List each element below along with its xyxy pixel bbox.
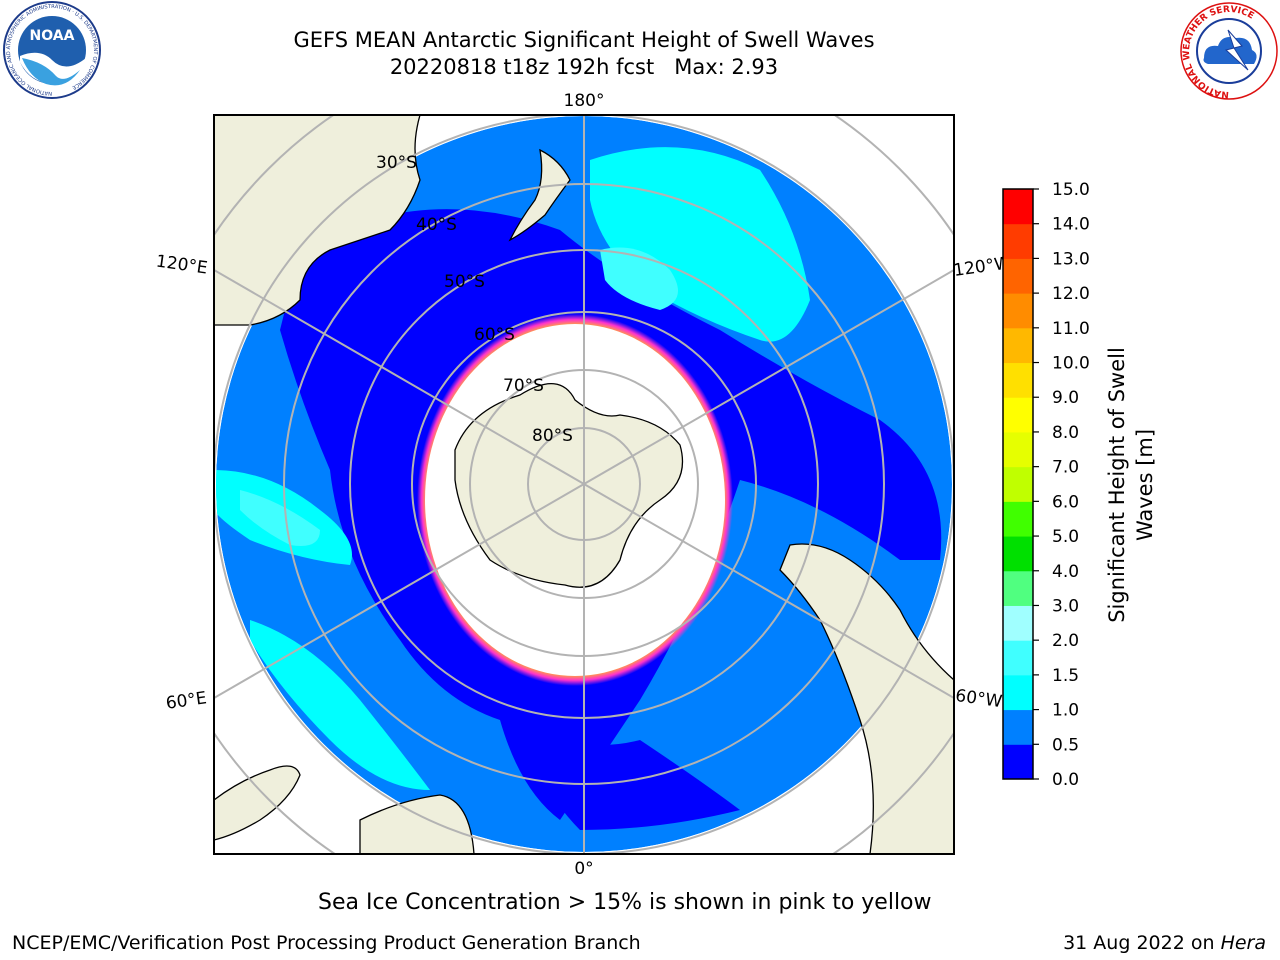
- colorbar-tick-label-0: 0.0: [1052, 770, 1079, 790]
- swell-band-1.5-2.0-west: [240, 490, 320, 546]
- colorbar-segment-11: [1003, 362, 1033, 398]
- colorbar-frame: [1002, 188, 1034, 780]
- colorbar-segment-0: [1003, 744, 1033, 780]
- colorbar: 0.0 0.5 1.0 1.5 2.0 3.0 4.0 5.0 6.0 7.0 8.0 9.0 10.0…: [1002, 180, 1157, 790]
- colorbar-tick-label-1: 0.5: [1052, 735, 1079, 755]
- colorbar-segment-4: [1003, 605, 1033, 641]
- colorbar-segment-13: [1003, 293, 1033, 329]
- graticule: [214, 115, 954, 854]
- lon-label-180: 180°: [564, 91, 605, 111]
- colorbar-segment-5: [1003, 570, 1033, 606]
- colorbar-segment-8: [1003, 466, 1033, 502]
- colorbar-segment-2: [1003, 674, 1033, 711]
- plot-subtitle: 20220818 t18z 192h fcst Max: 2.93: [389, 55, 779, 79]
- colorbar-tick-label-5: 3.0: [1052, 596, 1079, 616]
- land: [214, 115, 954, 854]
- colorbar-tick-label-16: 14.0: [1052, 215, 1090, 235]
- noaa-logo: NOAA NATIONAL OCEANIC AND ATMOSPHERIC AD…: [3, 1, 101, 99]
- land-africa: [214, 765, 301, 841]
- colorbar-segment-12: [1003, 327, 1033, 364]
- land-australia: [214, 115, 421, 326]
- lon-label-0: 0°: [574, 859, 593, 879]
- colorbar-segment-10: [1003, 397, 1033, 433]
- colorbar-tick-label-8: 6.0: [1052, 492, 1079, 512]
- land-new-zealand: [508, 148, 571, 242]
- colorbar-tick-label-7: 5.0: [1052, 527, 1079, 547]
- colorbar-segment-3: [1003, 640, 1033, 676]
- colorbar-label-line1: Significant Height of Swell: [1105, 347, 1129, 623]
- colorbar-segment-6: [1003, 536, 1033, 572]
- colorbar-tick-label-9: 7.0: [1052, 458, 1079, 478]
- colorbar-tick-label-13: 11.0: [1052, 319, 1090, 339]
- colorbar-segment-15: [1003, 223, 1033, 259]
- colorbar-tick-label-6: 4.0: [1052, 562, 1079, 582]
- swell-band-1.0-1.5-ne: [590, 147, 810, 342]
- colorbar-tick-label-17: 15.0: [1052, 180, 1090, 200]
- colorbar-tick-label-2: 1.0: [1052, 701, 1079, 721]
- colorbar-tick-label-4: 2.0: [1052, 631, 1079, 651]
- swell-band-1.0-1.5-sw: [250, 620, 430, 790]
- land-africa-south: [359, 794, 475, 854]
- colorbar-segment-14: [1003, 258, 1033, 294]
- colorbar-label-line2: Waves [m]: [1133, 429, 1157, 541]
- sea-ice-caption: Sea Ice Concentration > 15% is shown in …: [318, 890, 932, 915]
- lat-label-60s: 60°S: [474, 325, 515, 345]
- lat-label-40s: 40°S: [416, 215, 457, 235]
- lat-label-30s: 30°S: [376, 153, 417, 173]
- colorbar-tick-label-11: 9.0: [1052, 388, 1079, 408]
- lat-label-50s: 50°S: [444, 272, 485, 292]
- footer-machine: Hera: [1220, 932, 1266, 954]
- lat-label-80s: 80°S: [532, 426, 573, 446]
- noaa-logo-text: NOAA: [30, 28, 75, 44]
- lat-label-70s: 70°S: [503, 376, 544, 396]
- plot-title: GEFS MEAN Antarctic Significant Height o…: [293, 28, 875, 52]
- colorbar-segment-7: [1003, 501, 1033, 537]
- colorbar-segment-16: [1003, 189, 1033, 225]
- colorbar-tick-label-10: 8.0: [1052, 423, 1079, 443]
- colorbar-segment-9: [1003, 431, 1033, 468]
- footer-date: 31 Aug 2022 on Hera: [1063, 932, 1266, 954]
- map-frame-content: [214, 115, 954, 854]
- footer-branch: NCEP/EMC/Verification Post Processing Pr…: [12, 932, 641, 954]
- colorbar-tick-label-14: 12.0: [1052, 284, 1090, 304]
- footer-date-text: 31 Aug 2022 on: [1063, 932, 1221, 954]
- colorbar-tick-label-3: 1.5: [1052, 666, 1079, 686]
- swell-band-0-0.5-south: [500, 700, 740, 830]
- map-frame: [213, 114, 955, 855]
- meridian-60e-120w: [214, 269, 954, 699]
- colorbar-tick-label-12: 10.0: [1052, 354, 1090, 374]
- nws-logo: NATIONAL WEATHER SERVICE: [1180, 2, 1278, 100]
- colorbar-segment-1: [1003, 709, 1033, 745]
- polar-map: 180° 120°E 120°W 60°E 60°W 0° 30°S 40°S …: [155, 91, 1013, 879]
- colorbar-tick-label-15: 13.0: [1052, 249, 1090, 269]
